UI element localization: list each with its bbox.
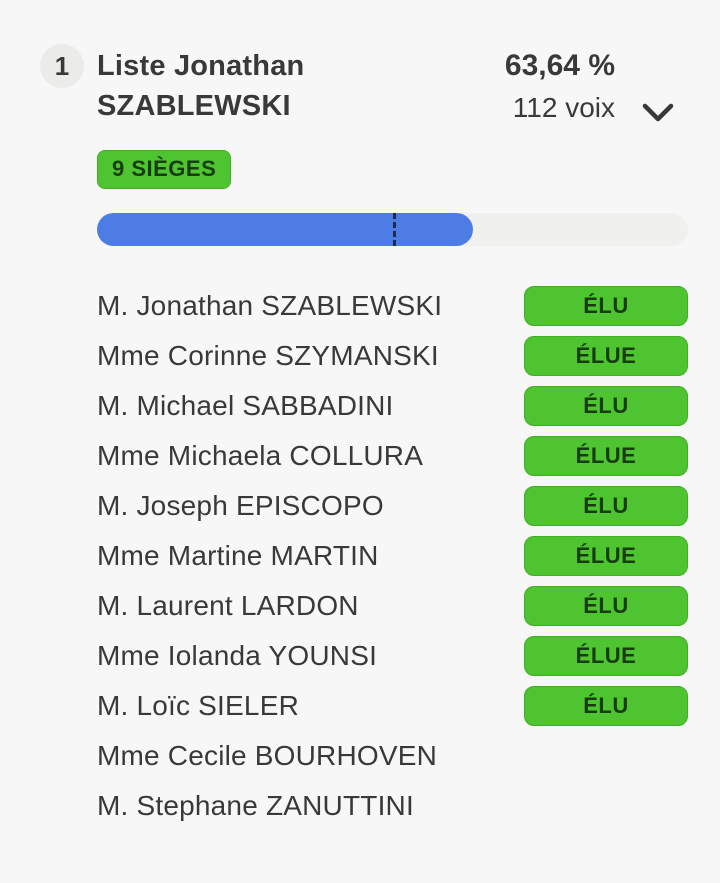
progress-bar — [97, 213, 688, 246]
candidate-row: M. Stephane ZANUTTINI — [0, 781, 720, 831]
candidate-row: Mme Iolanda YOUNSI ÉLUE — [0, 631, 720, 681]
elected-badge: ÉLU — [524, 586, 688, 626]
candidate-name: M. Stephane ZANUTTINI — [97, 790, 414, 821]
candidate-name: Mme Michaela COLLURA — [97, 440, 424, 471]
candidate-row: M. Jonathan SZABLEWSKI ÉLU — [0, 281, 720, 331]
candidate-row: M. Laurent LARDON ÉLU — [0, 581, 720, 631]
elected-badge: ÉLU — [524, 686, 688, 726]
elected-badge: ÉLU — [524, 286, 688, 326]
elected-badge: ÉLU — [524, 486, 688, 526]
votes-count: 112 voix — [512, 92, 615, 123]
candidate-row: M. Loïc SIELER ÉLU — [0, 681, 720, 731]
list-results: 63,64 % 112 voix — [505, 46, 615, 124]
list-name: Liste Jonathan SZABLEWSKI — [97, 50, 305, 122]
candidate-name: Mme Iolanda YOUNSI — [97, 640, 378, 671]
rank-badge: 1 — [40, 44, 84, 88]
candidate-name: Mme Corinne SZYMANSKI — [97, 340, 439, 371]
candidate-row: M. Joseph EPISCOPO ÉLU — [0, 481, 720, 531]
seats-badge: 9 SIÈGES — [97, 150, 232, 189]
candidate-row: Mme Corinne SZYMANSKI ÉLUE — [0, 331, 720, 381]
candidate-name: Mme Cecile BOURHOVEN — [97, 740, 438, 771]
elected-badge: ÉLUE — [524, 536, 688, 576]
candidate-row: Mme Michaela COLLURA ÉLUE — [0, 431, 720, 481]
list-header: 1 Liste Jonathan SZABLEWSKI 63,64 % 112 … — [0, 0, 720, 129]
candidate-name: M. Laurent LARDON — [97, 590, 359, 621]
candidate-row: Mme Martine MARTIN ÉLUE — [0, 531, 720, 581]
majority-threshold-marker — [392, 213, 396, 246]
chevron-down-icon — [641, 103, 675, 128]
candidate-name: M. Michael SABBADINI — [97, 390, 394, 421]
elected-badge: ÉLU — [524, 386, 688, 426]
candidate-name: M. Joseph EPISCOPO — [97, 490, 384, 521]
candidate-row: Mme Cecile BOURHOVEN — [0, 731, 720, 781]
candidate-name: M. Jonathan SZABLEWSKI — [97, 290, 443, 321]
elected-badge: ÉLUE — [524, 436, 688, 476]
progress-fill — [97, 213, 474, 246]
candidate-name: M. Loïc SIELER — [97, 690, 299, 721]
candidate-name: Mme Martine MARTIN — [97, 540, 379, 571]
candidate-row: M. Michael SABBADINI ÉLU — [0, 381, 720, 431]
candidate-list: M. Jonathan SZABLEWSKI ÉLU Mme Corinne S… — [0, 281, 720, 831]
elected-badge: ÉLUE — [524, 636, 688, 676]
collapse-toggle[interactable] — [641, 102, 675, 129]
elected-badge: ÉLUE — [524, 336, 688, 376]
percentage-value: 63,64 % — [504, 49, 615, 82]
